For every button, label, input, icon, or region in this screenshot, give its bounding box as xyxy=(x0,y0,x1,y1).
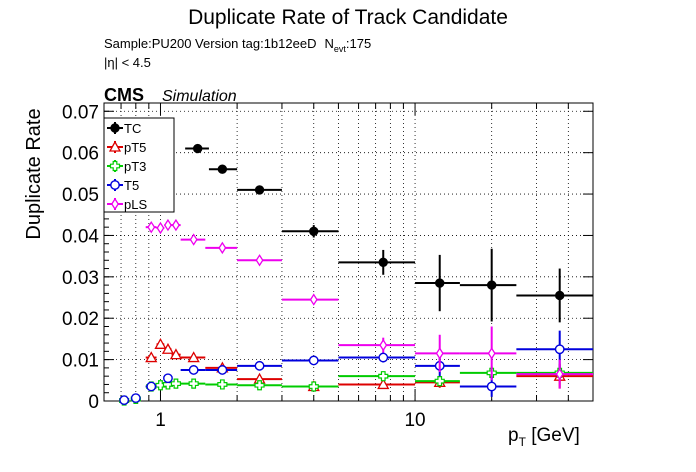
data-point xyxy=(554,344,565,355)
legend-entry-pt5: pT5 xyxy=(107,140,146,155)
legend-entry-t5: T5 xyxy=(107,178,139,193)
legend-label: pT5 xyxy=(124,140,146,155)
data-point xyxy=(308,355,319,366)
y-tick-label: 0.06 xyxy=(62,144,99,165)
cms-simulation-label: Simulation xyxy=(162,88,237,105)
data-point xyxy=(187,351,200,363)
legend-entry-tc: TC xyxy=(107,121,141,136)
data-point xyxy=(189,233,198,246)
data-point xyxy=(254,360,265,371)
sample-info: Sample:PU200 Version tag:1b12eeD Nevt:175 xyxy=(104,36,371,54)
data-point xyxy=(378,352,389,363)
data-point xyxy=(170,378,182,389)
x-tick-label: 10 xyxy=(404,410,425,431)
legend-label: pT3 xyxy=(124,159,146,174)
x-axis-label-main: p xyxy=(508,425,519,446)
y-tick-label: 0.01 xyxy=(62,351,99,372)
data-point xyxy=(309,226,319,237)
series-t5 xyxy=(119,330,593,406)
data-point xyxy=(171,218,180,232)
data-point xyxy=(254,185,265,195)
x-axis-label: pT [GeV] xyxy=(508,425,580,449)
data-point xyxy=(163,218,172,232)
data-point xyxy=(435,347,444,360)
cms-label: CMS xyxy=(104,85,144,105)
data-point xyxy=(192,143,203,154)
x-tick-label: 1 xyxy=(155,410,166,431)
legend-entry-pt3: pT3 xyxy=(107,159,146,174)
x-axis-label-sub: T xyxy=(519,435,527,449)
data-point xyxy=(145,351,158,363)
legend-marker xyxy=(108,140,122,152)
series-pt5 xyxy=(145,337,593,392)
y-tick-label: 0.04 xyxy=(62,226,99,247)
legend-marker xyxy=(110,180,120,190)
data-point xyxy=(555,367,564,381)
data-point xyxy=(435,278,445,288)
data-point xyxy=(156,221,165,235)
nevt-prefix: N xyxy=(324,36,333,51)
data-points xyxy=(119,143,593,406)
legend-marker xyxy=(111,197,119,211)
axes: 0 0.01 0.02 0.03 0.04 0.05 0.06 0.07 1 10 xyxy=(62,102,594,431)
nevt-value: :175 xyxy=(346,36,371,51)
y-tick-label: 0.02 xyxy=(62,309,99,330)
data-point xyxy=(218,241,227,255)
data-point xyxy=(146,381,157,392)
data-point xyxy=(486,280,497,290)
legend-marker xyxy=(110,123,120,133)
data-point xyxy=(161,342,175,354)
legend-label: pLS xyxy=(124,197,147,212)
data-point xyxy=(130,393,141,404)
grid xyxy=(103,103,593,401)
legend-label: T5 xyxy=(124,178,139,193)
data-point xyxy=(255,254,264,267)
eta-cut: |η| < 4.5 xyxy=(104,55,151,70)
data-point xyxy=(217,164,228,174)
data-point xyxy=(379,338,388,352)
data-point xyxy=(378,371,389,382)
legend: TC pT5 pT3 T5 pLS xyxy=(103,117,175,213)
data-point xyxy=(217,379,228,390)
data-point xyxy=(188,378,199,389)
legend-label: TC xyxy=(124,121,141,136)
data-point xyxy=(487,347,496,360)
nevt-sub: evt xyxy=(334,44,347,54)
y-tick-label: 0.05 xyxy=(62,185,99,206)
data-point xyxy=(309,293,318,306)
data-point xyxy=(155,380,166,391)
data-point xyxy=(169,348,183,360)
legend-entry-pls: pLS xyxy=(107,197,147,212)
y-tick-label: 0.03 xyxy=(62,268,99,289)
y-tick-label: 0.07 xyxy=(62,102,99,123)
data-point xyxy=(434,376,445,387)
y-axis-label: Duplicate Rate xyxy=(23,108,45,239)
legend-marker xyxy=(109,160,121,172)
data-point xyxy=(188,365,199,375)
data-point xyxy=(163,373,173,384)
series-pls xyxy=(145,218,593,389)
data-point xyxy=(555,290,565,301)
data-point xyxy=(377,378,390,390)
x-axis-label-unit: [GeV] xyxy=(526,425,580,446)
series-tc xyxy=(185,143,593,323)
data-point xyxy=(254,380,265,391)
data-point xyxy=(378,257,388,268)
y-tick-label: 0 xyxy=(88,392,99,413)
data-point xyxy=(308,381,319,392)
data-point xyxy=(217,365,228,375)
data-point xyxy=(147,220,156,234)
data-point xyxy=(154,337,167,349)
sample-version-text: Sample:PU200 Version tag:1b12eeD xyxy=(104,36,316,51)
data-point xyxy=(119,395,130,406)
data-point xyxy=(486,381,497,392)
chart-title: Duplicate Rate of Track Candidate xyxy=(188,6,508,29)
